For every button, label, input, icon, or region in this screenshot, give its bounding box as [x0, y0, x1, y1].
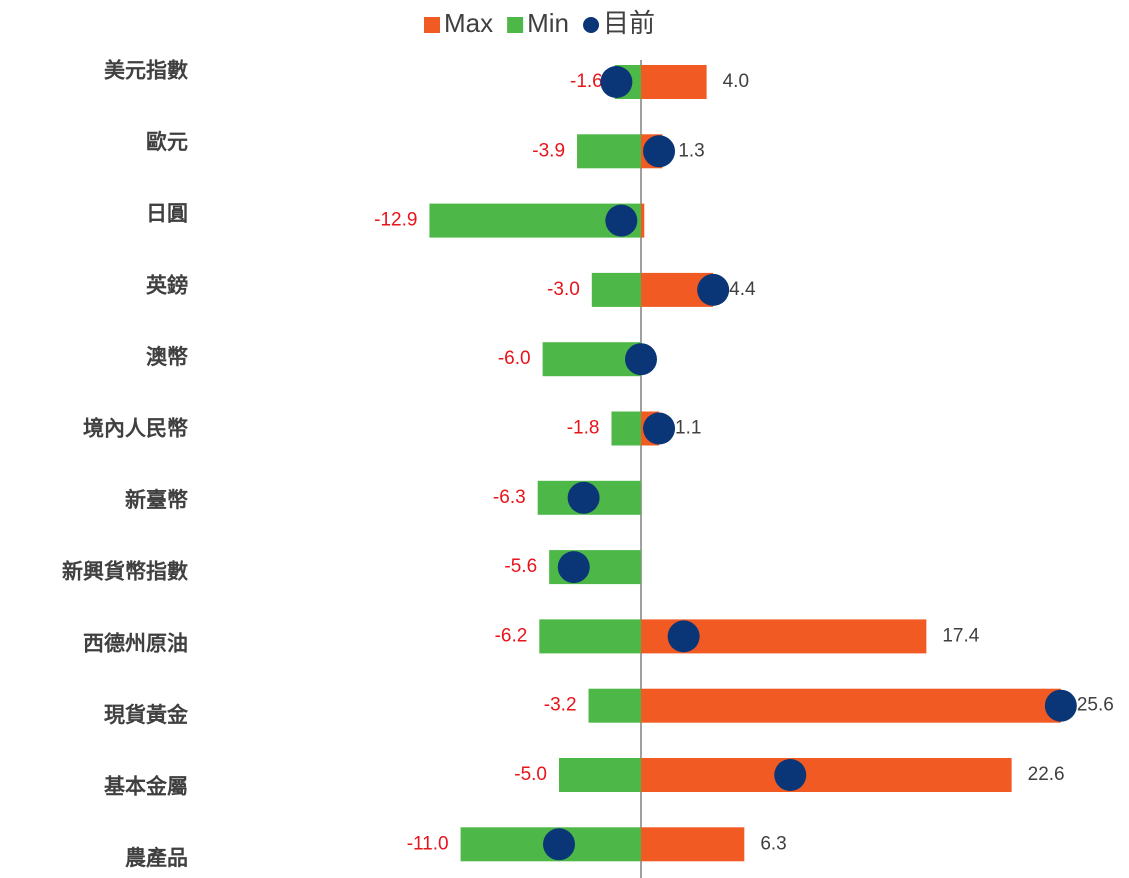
legend-label: 目前 — [603, 8, 655, 38]
category-label: 澳幣 — [146, 345, 188, 369]
current-dot — [557, 551, 590, 584]
value-label: -3.0 — [547, 279, 580, 300]
bar — [641, 65, 707, 99]
current-dot — [1044, 689, 1077, 722]
value-label: -1.8 — [567, 418, 600, 439]
value-label: -5.6 — [504, 556, 537, 577]
bar — [611, 411, 641, 446]
current-dot — [697, 273, 730, 306]
category-label: 美元指數 — [104, 59, 188, 83]
value-label: 6.3 — [760, 833, 786, 854]
value-label: -1.6 — [570, 71, 603, 92]
category-label: 境內人民幣 — [83, 417, 188, 441]
current-dot — [600, 66, 633, 98]
value-label: -5.0 — [514, 764, 547, 785]
bar — [542, 342, 641, 377]
bar — [591, 272, 641, 307]
category-label: 新興貨幣指數 — [62, 560, 188, 584]
value-label: 1.1 — [675, 418, 701, 439]
bar — [641, 827, 745, 862]
value-label: -6.0 — [498, 348, 531, 369]
legend-label: Max — [444, 8, 493, 38]
category-label: 西德州原油 — [83, 631, 188, 655]
value-label: 1.3 — [678, 140, 704, 161]
category-label: 歐元 — [146, 130, 188, 154]
current-dot — [625, 343, 657, 376]
value-label: -11.0 — [407, 833, 449, 854]
legend-label: Min — [527, 8, 569, 38]
value-label: 25.6 — [1077, 695, 1114, 716]
current-dot — [643, 412, 676, 445]
bar — [588, 688, 641, 723]
current-dot — [543, 828, 575, 861]
category-label: 日圓 — [146, 203, 188, 226]
bar — [641, 203, 645, 238]
value-label: 4.0 — [723, 71, 749, 92]
category-label: 新臺幣 — [125, 488, 188, 512]
category-label: 基本金屬 — [104, 775, 188, 799]
value-label: 22.6 — [1028, 764, 1065, 785]
legend-marker — [507, 17, 524, 33]
current-dot — [567, 481, 600, 514]
bar — [641, 688, 1061, 723]
bar — [641, 758, 1012, 792]
bar — [577, 134, 641, 169]
bar — [539, 619, 641, 654]
category-label: 現貨黃金 — [104, 703, 189, 727]
current-dot — [643, 135, 676, 168]
category-label: 農產品 — [125, 846, 188, 870]
legend-marker — [424, 17, 440, 33]
value-label: -12.9 — [374, 210, 417, 231]
value-label: 17.4 — [942, 625, 979, 646]
bar — [559, 758, 641, 792]
legend-marker — [583, 17, 600, 33]
value-label: -3.9 — [532, 140, 565, 161]
current-dot — [774, 759, 807, 791]
current-dot — [667, 620, 700, 653]
value-label: -3.2 — [544, 695, 577, 716]
value-label: 4.4 — [729, 279, 756, 300]
value-label: -6.2 — [495, 625, 528, 646]
current-dot — [605, 204, 638, 237]
category-label: 英鎊 — [146, 273, 188, 297]
value-label: -6.3 — [493, 487, 526, 508]
